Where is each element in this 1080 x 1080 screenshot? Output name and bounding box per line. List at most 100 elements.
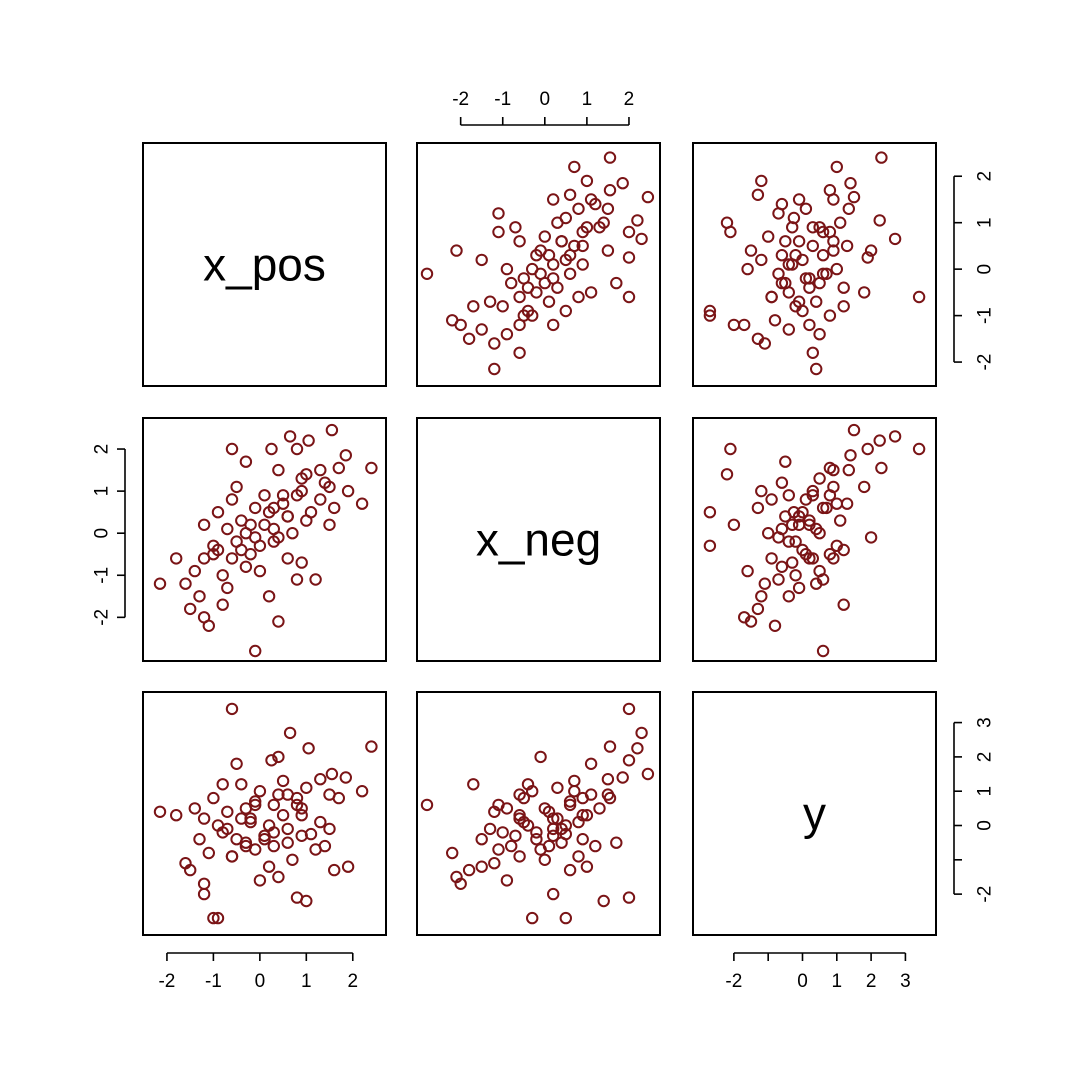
tick-label-top-x_neg-4: 2 <box>624 89 635 110</box>
point-x_neg-y-46 <box>755 590 768 603</box>
point-y-x_pos-3 <box>283 726 297 740</box>
point-x_pos-y-63 <box>816 249 830 262</box>
point-x_pos-y-12 <box>755 174 768 188</box>
point-x_neg-y-63 <box>816 501 830 515</box>
point-y-x_pos-5 <box>265 754 278 767</box>
point-x_pos-x_neg-46 <box>475 253 488 267</box>
panel-x_pos-vs-x_neg-frame <box>416 142 661 387</box>
point-x_pos-x_neg-6 <box>631 214 644 227</box>
point-x_pos-y-14 <box>806 221 819 234</box>
point-x_pos-x_neg-33 <box>505 276 518 290</box>
point-x_pos-x_neg-58 <box>589 197 602 211</box>
point-x_pos-x_neg-56 <box>576 258 589 271</box>
point-y-x_pos-14 <box>295 809 308 822</box>
tick-label-left-x_neg-3: 1 <box>92 486 113 497</box>
point-y-x_pos-0 <box>325 767 339 781</box>
point-y-x_neg-62 <box>547 812 560 825</box>
point-x_pos-y-40 <box>806 346 819 359</box>
point-x_pos-x_neg-3 <box>635 232 648 246</box>
point-y-x_pos-40 <box>170 809 183 822</box>
point-y-x_neg-19 <box>555 836 568 849</box>
point-y-x_neg-13 <box>576 791 589 805</box>
point-x_neg-y-19 <box>779 510 792 523</box>
point-x_neg-x_pos-65 <box>207 539 220 552</box>
point-y-x_pos-47 <box>272 870 285 884</box>
point-y-x_neg-0 <box>641 767 655 781</box>
point-x_pos-y-71 <box>741 262 754 276</box>
point-y-x_pos-21 <box>267 839 280 853</box>
point-y-x_pos-11 <box>272 788 285 801</box>
point-x_neg-y-42 <box>768 619 782 632</box>
point-x_neg-x_pos-3 <box>283 430 297 443</box>
point-y-x_pos-44 <box>197 877 211 890</box>
point-x_pos-y-6 <box>873 214 886 227</box>
point-y-x_neg-12 <box>580 860 594 873</box>
point-y-x_neg-38 <box>488 857 501 870</box>
point-y-x_neg-72 <box>563 863 577 877</box>
point-x_neg-y-54 <box>840 497 854 510</box>
point-x_pos-y-16 <box>792 193 806 206</box>
point-x_neg-x_pos-44 <box>197 611 211 624</box>
point-x_pos-x_neg-74 <box>534 244 547 257</box>
point-x_pos-y-68 <box>724 225 737 239</box>
point-x_neg-y-39 <box>782 590 795 603</box>
point-x_neg-y-27 <box>782 535 795 548</box>
point-y-x_pos-75 <box>281 822 294 836</box>
point-x_pos-x_neg-41 <box>488 362 501 376</box>
point-y-x_neg-18 <box>576 809 589 822</box>
point-y-x_pos-51 <box>281 788 294 801</box>
point-y-x_neg-32 <box>521 819 535 832</box>
point-x_pos-y-72 <box>751 188 765 202</box>
variable-label-y: y <box>803 788 826 840</box>
point-x_neg-y-53 <box>834 514 847 527</box>
point-x_pos-x_neg-35 <box>496 300 509 313</box>
point-y-x_pos-50 <box>290 798 304 812</box>
tick-label-right-y-0: -2 <box>975 886 996 903</box>
point-x_neg-x_pos-4 <box>365 461 378 475</box>
point-x_pos-x_neg-65 <box>526 309 539 322</box>
point-y-x_pos-55 <box>235 778 248 791</box>
point-x_neg-x_pos-64 <box>211 506 225 519</box>
point-x_pos-x_neg-9 <box>603 184 617 197</box>
point-x_neg-x_pos-41 <box>153 577 167 590</box>
point-y-x_neg-65 <box>526 911 539 925</box>
point-y-x_neg-49 <box>420 798 434 812</box>
point-y-x_pos-37 <box>188 802 202 815</box>
point-x_pos-x_neg-57 <box>483 295 497 308</box>
point-x_pos-y-65 <box>703 309 717 322</box>
point-x_neg-x_pos-71 <box>253 564 267 578</box>
point-y-x_neg-58 <box>589 839 602 853</box>
point-x_neg-x_pos-51 <box>281 552 294 565</box>
point-x_neg-x_pos-72 <box>328 501 341 515</box>
point-x_neg-y-60 <box>858 480 871 494</box>
point-y-x_pos-69 <box>355 785 369 798</box>
tick-label-right-y-5: 3 <box>975 717 996 728</box>
panel-y-vs-x_pos-frame <box>142 691 387 936</box>
point-x_neg-x_pos-12 <box>341 484 355 498</box>
point-x_neg-y-40 <box>806 552 819 565</box>
point-x_pos-x_neg-51 <box>513 235 526 248</box>
point-x_neg-x_pos-50 <box>290 573 304 586</box>
point-x_pos-x_neg-38 <box>488 337 501 350</box>
point-x_pos-y-41 <box>810 362 823 376</box>
point-x_neg-x_pos-11 <box>272 463 285 477</box>
point-y-x_neg-67 <box>597 894 610 908</box>
point-x_neg-y-32 <box>796 543 809 557</box>
point-x_pos-y-54 <box>840 239 854 253</box>
point-y-x_pos-36 <box>197 812 211 825</box>
tick-label-top-x_neg-3: 1 <box>582 89 593 110</box>
point-y-x_neg-52 <box>530 826 543 839</box>
point-x_pos-y-39 <box>782 323 795 336</box>
point-x_pos-x_neg-49 <box>420 267 434 280</box>
point-y-x_neg-39 <box>475 833 488 846</box>
point-y-x_pos-12 <box>341 860 355 873</box>
point-y-x_pos-29 <box>244 815 257 829</box>
tick-label-left-x_neg-2: 0 <box>92 528 113 539</box>
tick-label-left-x_neg-4: 2 <box>92 444 113 455</box>
point-x_pos-x_neg-59 <box>538 230 551 243</box>
point-x_pos-x_neg-61 <box>509 221 522 234</box>
point-y-x_pos-18 <box>276 809 290 822</box>
point-x_pos-x_neg-70 <box>547 318 560 332</box>
point-x_neg-y-33 <box>775 560 789 573</box>
point-x_neg-y-14 <box>806 484 819 498</box>
